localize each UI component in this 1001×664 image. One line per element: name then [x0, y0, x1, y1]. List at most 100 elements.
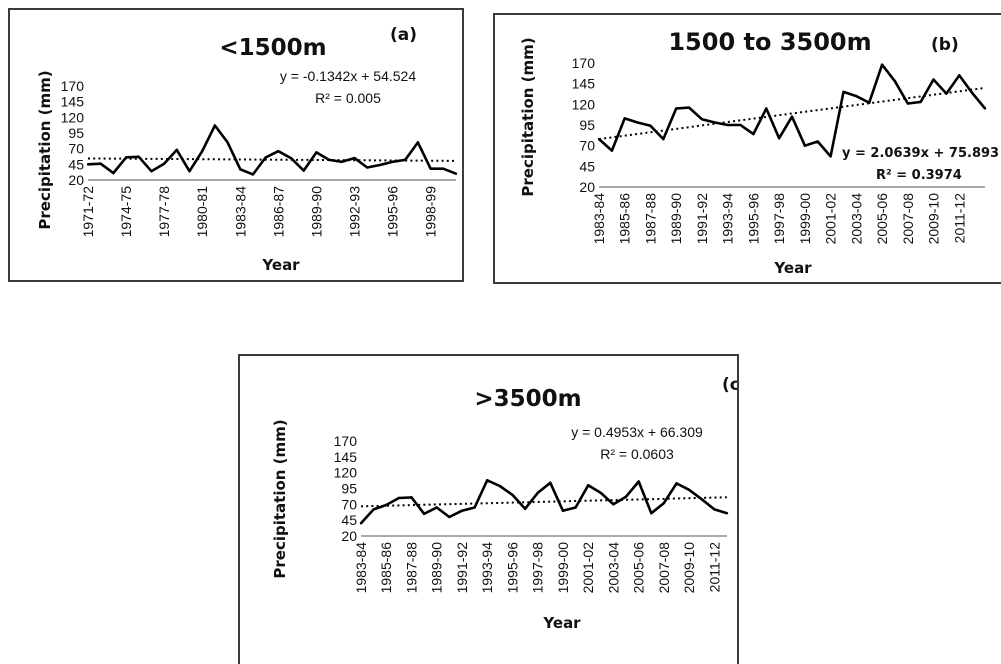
- chart-c-data-point: [460, 509, 464, 512]
- chart-a-y-axis-title: Precipitation (mm): [36, 70, 54, 229]
- chart-c-x-tick-label: 2007-08: [656, 542, 672, 594]
- chart-a-data-point: [302, 169, 305, 172]
- chart-a-data-point: [353, 156, 356, 160]
- chart-a-data-point: [340, 160, 343, 164]
- chart-c-panel-label: (c): [722, 375, 739, 395]
- chart-a-data-point: [442, 167, 445, 170]
- chart-panel-c: >3500m (c) y = 0.4953x + 66.309 R² = 0.0…: [238, 354, 739, 664]
- chart-a-data-point: [327, 158, 331, 162]
- chart-a-data-point: [188, 170, 191, 173]
- chart-b-x-tick-label: 1991-92: [694, 193, 710, 245]
- chart-c-x-tick-label: 2003-04: [605, 542, 621, 594]
- chart-b-panel-label: (b): [931, 35, 959, 55]
- chart-b-x-tick-label: 2003-04: [848, 193, 864, 245]
- chart-a-data-point: [99, 162, 102, 165]
- chart-c-data-point: [713, 508, 716, 511]
- chart-a-x-tick-label: 1980-81: [194, 186, 210, 238]
- chart-b-data-point: [855, 94, 858, 98]
- chart-b-data-point: [675, 107, 678, 110]
- chart-c-y-tick-label: 145: [334, 449, 358, 465]
- chart-c-data-point: [574, 506, 577, 509]
- chart-c-data-point: [700, 498, 703, 501]
- chart-b-data-point: [919, 100, 922, 104]
- chart-c-x-tick-label: 2011-12: [706, 542, 722, 593]
- chart-a-data-point: [226, 141, 229, 144]
- chart-b-data-point: [649, 124, 652, 128]
- chart-a-trend-equation: y = -0.1342x + 54.524: [280, 68, 416, 84]
- chart-b-data-point: [662, 137, 665, 141]
- chart-b-title: 1500 to 3500m: [668, 28, 871, 56]
- chart-b-data-point: [610, 149, 614, 152]
- chart-c-data-point: [372, 508, 375, 511]
- chart-b-data-point: [713, 121, 716, 124]
- chart-a-data-point: [150, 170, 153, 173]
- chart-b-x-tick-label: 1993-94: [720, 193, 736, 245]
- chart-a-svg: <1500m (a) y = -0.1342x + 54.524 R² = 0.…: [36, 25, 458, 274]
- chart-c-trend-equation: y = 0.4953x + 66.309: [571, 424, 703, 440]
- chart-c-x-tick-label: 1997-98: [530, 542, 546, 594]
- chart-b-data-point: [765, 107, 768, 110]
- chart-c-x-tick-label: 1987-88: [403, 542, 419, 594]
- chart-c-data-point: [422, 512, 426, 516]
- chart-c-x-tick-label: 1989-90: [429, 542, 445, 594]
- chart-a-y-tick-label: 70: [68, 141, 84, 157]
- chart-b-x-axis-title: Year: [773, 259, 812, 277]
- chart-c-data-point: [624, 495, 628, 498]
- chart-a-data-point: [124, 156, 128, 159]
- chart-a-x-tick-label: 1983-84: [232, 186, 248, 238]
- chart-b-y-tick-label: 145: [572, 76, 596, 92]
- chart-a-data-point: [213, 124, 217, 127]
- chart-c-data-point: [561, 509, 565, 512]
- chart-b-data-point: [970, 91, 974, 94]
- chart-c-data-point: [511, 493, 514, 497]
- chart-a-data-point: [429, 167, 432, 170]
- chart-c-series-line: [360, 479, 728, 525]
- chart-b-x-tick-label: 1997-98: [771, 193, 787, 245]
- chart-b-data-point: [739, 123, 742, 127]
- chart-a-data-point: [404, 158, 407, 162]
- chart-b-data-point: [842, 90, 845, 94]
- chart-c-y-tick-label: 70: [341, 496, 357, 512]
- chart-c-data-point: [549, 481, 552, 484]
- chart-a-data-point: [251, 173, 255, 176]
- chart-a-y-tick-label: 170: [61, 78, 85, 94]
- chart-c-x-tick-label: 2005-06: [631, 542, 647, 594]
- chart-b-y-tick-label: 70: [579, 138, 595, 154]
- chart-c-data-point: [385, 503, 388, 507]
- chart-b-data-point: [803, 144, 807, 147]
- chart-a-data-point: [137, 155, 140, 159]
- chart-b-data-point: [597, 137, 601, 141]
- chart-b-data-point: [906, 102, 909, 105]
- chart-a-data-point: [201, 149, 204, 153]
- chart-b-data-point: [945, 92, 948, 95]
- chart-c-data-point: [687, 488, 691, 491]
- chart-c-data-point: [612, 503, 615, 506]
- chart-a-data-point: [264, 156, 267, 159]
- chart-c-x-tick-label: 1991-92: [454, 542, 470, 594]
- chart-b-data-point: [752, 132, 755, 136]
- chart-a-title: <1500m: [219, 35, 326, 61]
- chart-c-data-point: [359, 522, 363, 525]
- chart-b-y-tick-label: 45: [579, 158, 595, 174]
- chart-b-x-tick-label: 1999-00: [797, 193, 813, 245]
- chart-c-data-point: [523, 507, 527, 510]
- chart-b-x-tick-label: 1987-88: [642, 193, 658, 245]
- chart-a-x-tick-label: 1989-90: [308, 186, 324, 238]
- chart-c-data-point: [536, 491, 539, 495]
- chart-c-data-point: [486, 479, 489, 482]
- chart-b-data-point: [636, 121, 639, 124]
- chart-b-svg: 1500 to 3500m (b) y = 2.0639x + 75.893 R…: [519, 28, 999, 277]
- chart-a-y-tick-label: 20: [68, 172, 84, 188]
- chart-c-trendline: [360, 496, 728, 508]
- chart-a-data-point: [112, 171, 115, 175]
- chart-a-x-axis-title: Year: [261, 256, 300, 274]
- chart-a-data-point: [315, 151, 318, 154]
- chart-c-trend-r2: R² = 0.0603: [600, 446, 674, 462]
- chart-c-x-axis-title: Year: [542, 614, 581, 632]
- chart-a-x-tick-label: 1977-78: [156, 186, 172, 238]
- chart-a-x-tick-label: 1995-96: [385, 186, 401, 238]
- chart-b-x-tick-label: 2001-02: [823, 193, 839, 245]
- chart-panel-a: <1500m (a) y = -0.1342x + 54.524 R² = 0.…: [8, 8, 464, 282]
- chart-c-data-point: [725, 512, 729, 515]
- chart-b-x-tick-label: 2009-10: [926, 193, 942, 245]
